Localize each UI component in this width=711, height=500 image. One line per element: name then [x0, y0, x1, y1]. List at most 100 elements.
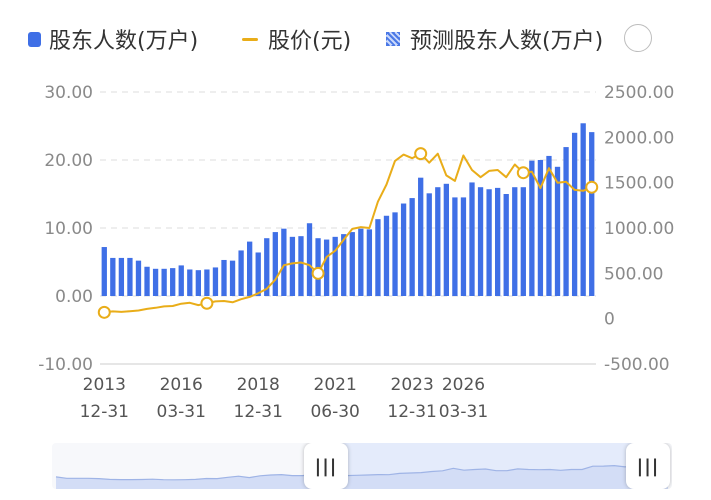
bar — [110, 257, 116, 296]
holders-price-chart: 30.00 20.00 10.00 0.00 -10.00 2500.00 2000.00 1… — [38, 83, 674, 422]
bar — [589, 132, 595, 296]
bar — [332, 236, 338, 296]
bar — [349, 232, 355, 296]
left-axis-tick-label: 10.00 — [44, 219, 93, 239]
bar — [255, 252, 261, 296]
bar — [495, 187, 501, 296]
forecast-swatch-icon — [386, 32, 400, 46]
x-tick-year: 2013 — [83, 375, 126, 395]
x-tick-date: 12-31 — [80, 402, 129, 422]
x-tick-date: 06-30 — [310, 402, 359, 422]
x-tick-year: 2023 — [391, 375, 434, 395]
price-line — [104, 152, 593, 314]
grip-icon: ||| — [314, 455, 338, 477]
price-point — [414, 147, 428, 161]
bar — [409, 198, 415, 296]
left-axis-tick-label: 0.00 — [55, 287, 93, 307]
price-point — [311, 266, 325, 280]
bar — [306, 223, 313, 296]
legend-holders[interactable]: 股东人数(万户) — [28, 24, 198, 54]
bar — [358, 228, 364, 296]
chart-legend: 股东人数(万户) 股价(元) 预测股东人数(万户) — [0, 0, 711, 70]
bar — [477, 187, 484, 296]
line-swatch-icon — [242, 37, 258, 41]
bar — [135, 260, 142, 296]
zoom-handle-right[interactable]: ||| — [626, 443, 670, 489]
right-axis-tick-label: 1000.00 — [604, 219, 674, 239]
bar — [170, 268, 176, 296]
left-axis-tick-label: 20.00 — [44, 151, 93, 171]
grip-icon: ||| — [636, 455, 660, 477]
legend-price-label: 股价(元) — [268, 29, 352, 54]
x-tick-year: 2026 — [442, 375, 485, 395]
bar — [443, 183, 449, 296]
bar — [512, 187, 518, 296]
bar — [435, 187, 441, 296]
bar — [580, 123, 586, 296]
bar — [486, 189, 492, 296]
bar — [152, 268, 159, 296]
bar — [247, 241, 253, 296]
bar — [127, 257, 133, 296]
x-tick-date: 03-31 — [157, 402, 206, 422]
bar — [272, 232, 278, 296]
bar — [341, 234, 347, 296]
bar — [204, 269, 210, 296]
bar — [375, 219, 381, 296]
bar — [366, 229, 373, 296]
legend-price[interactable]: 股价(元) — [242, 24, 351, 54]
right-axis-tick-label: 500.00 — [604, 264, 663, 284]
x-tick-year: 2021 — [314, 375, 357, 395]
price-point — [97, 305, 111, 319]
bar — [426, 193, 432, 296]
bar — [323, 239, 330, 296]
bar — [383, 215, 390, 296]
x-tick-date: 12-31 — [234, 402, 283, 422]
toggle-circle-icon[interactable] — [624, 24, 652, 52]
price-point — [585, 180, 599, 194]
bar — [400, 203, 407, 296]
zoom-preview-line — [55, 460, 669, 489]
right-axis-tick-label: -500.00 — [604, 355, 670, 375]
left-axis-tick-label: -10.00 — [38, 355, 93, 375]
zoom-handle-left[interactable]: ||| — [304, 443, 348, 489]
x-tick-date: 12-31 — [387, 402, 436, 422]
bar-swatch-icon — [28, 31, 41, 47]
price-point — [516, 166, 530, 180]
bar — [529, 160, 535, 296]
bar — [161, 268, 167, 296]
bar — [554, 166, 561, 296]
x-tick-year: 2018 — [237, 375, 280, 395]
bar — [238, 250, 244, 296]
legend-forecast[interactable]: 预测股东人数(万户) — [386, 24, 603, 54]
bar — [563, 147, 569, 296]
bar — [452, 197, 458, 296]
bar — [178, 265, 184, 296]
right-axis-tick-label: 0 — [604, 310, 615, 330]
bar — [195, 270, 201, 296]
x-tick-year: 2016 — [160, 375, 203, 395]
bar — [264, 238, 270, 296]
bar — [298, 236, 304, 296]
zoom-preview-stroke — [55, 460, 669, 481]
left-axis-tick-label: 30.00 — [44, 83, 93, 103]
price-point — [200, 296, 214, 310]
x-tick-date: 03-31 — [439, 402, 488, 422]
zoom-slider[interactable]: ||| ||| — [52, 443, 672, 489]
bar — [546, 155, 552, 296]
bar — [460, 197, 467, 296]
bar — [469, 182, 475, 296]
bar — [281, 228, 287, 296]
right-axis-tick-label: 1500.00 — [604, 174, 674, 194]
bar — [187, 269, 193, 296]
bar — [520, 187, 526, 296]
legend-holders-label: 股东人数(万户) — [49, 29, 199, 54]
bar — [289, 236, 296, 296]
bar — [392, 212, 398, 296]
legend-forecast-label: 预测股东人数(万户) — [410, 29, 604, 54]
bar — [537, 160, 544, 296]
bar — [101, 247, 107, 296]
bar — [212, 267, 219, 296]
bar — [503, 194, 509, 296]
bar — [229, 260, 236, 296]
